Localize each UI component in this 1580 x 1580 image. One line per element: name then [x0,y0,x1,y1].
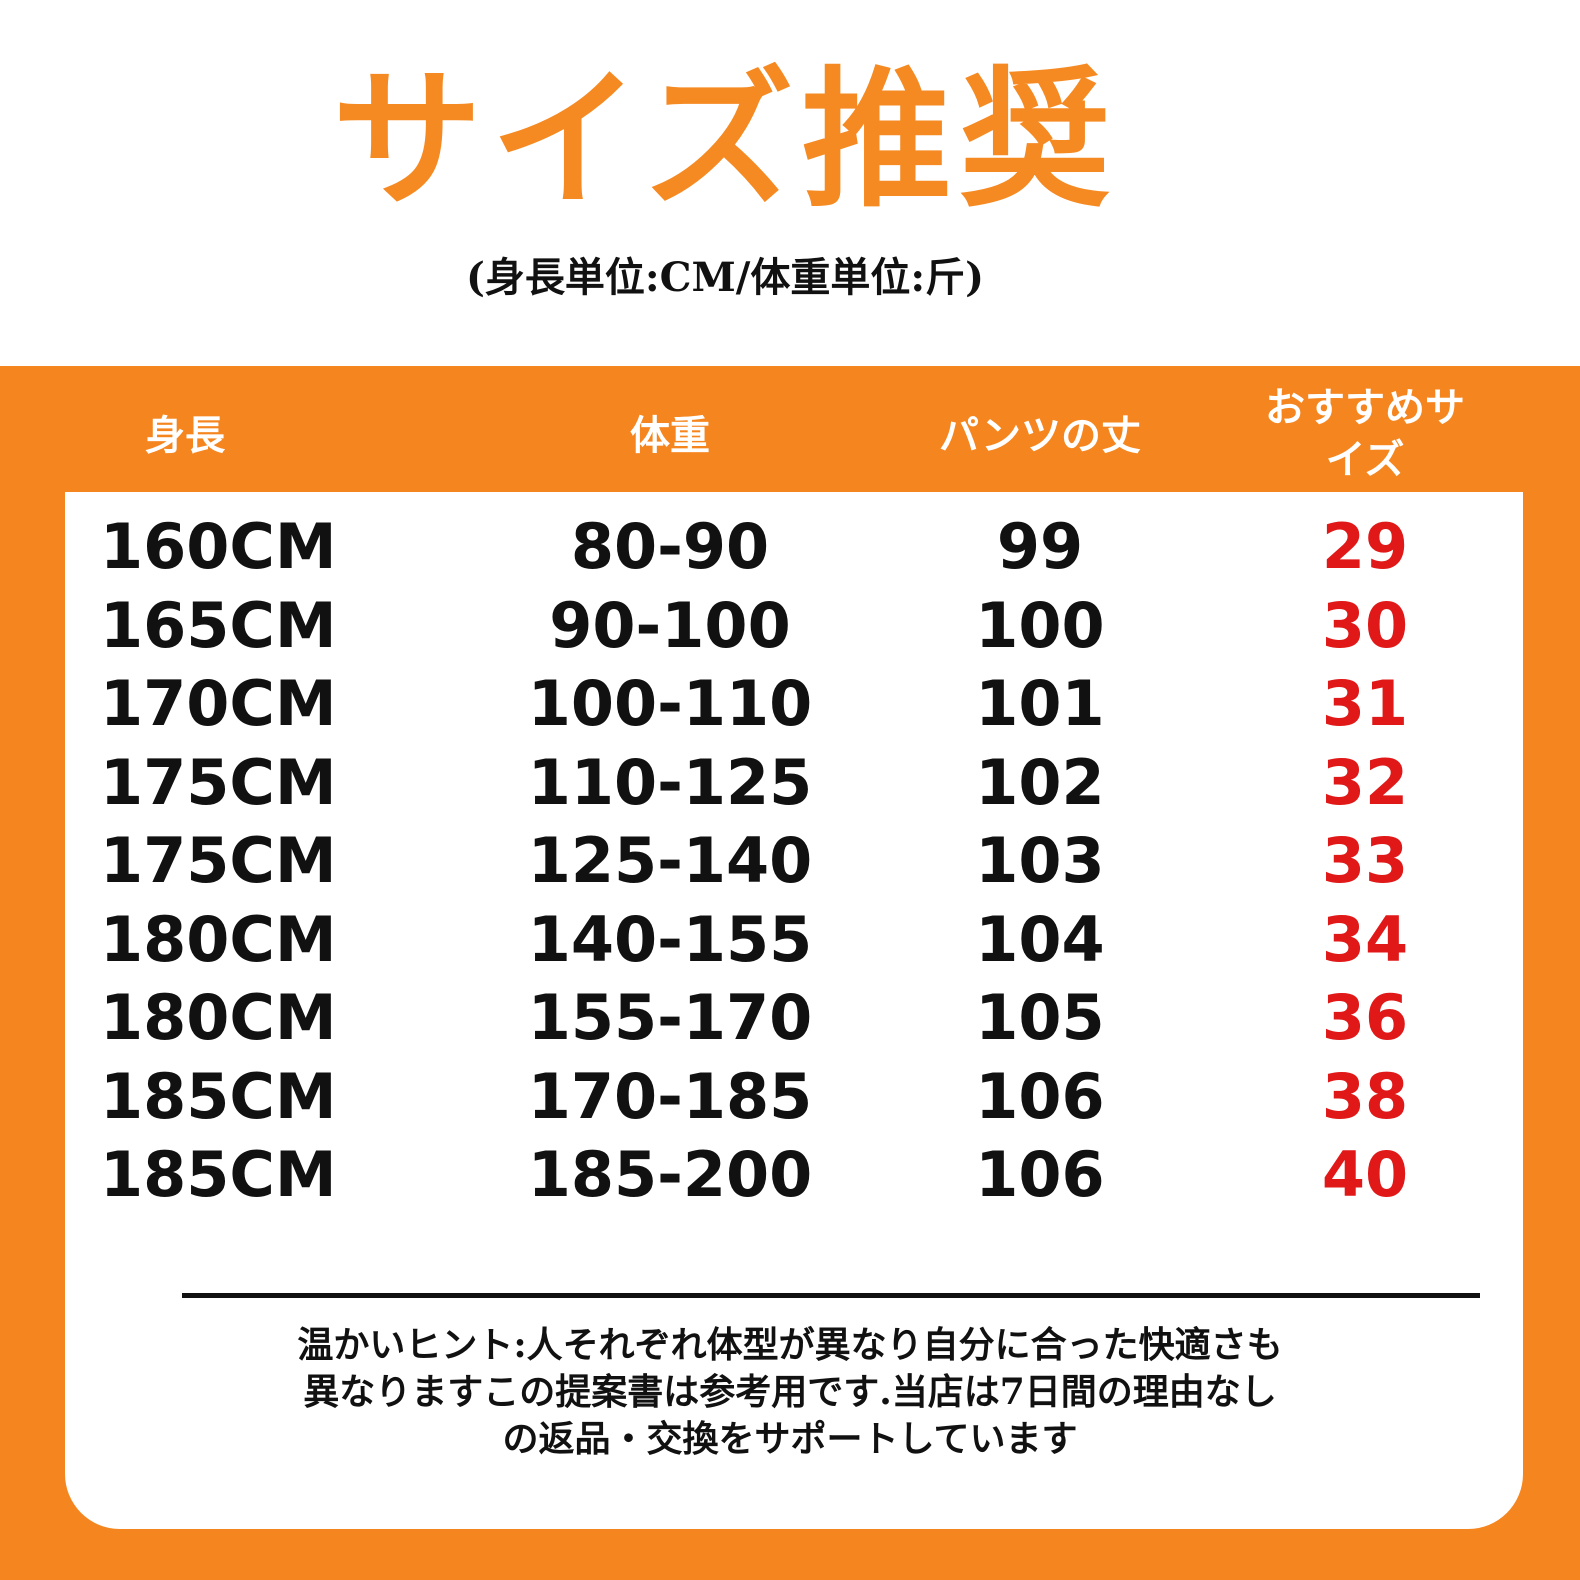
unit-subtitle: (身長単位:CM/体重単位:斤) [465,254,985,301]
cell-weight: 90-100 [549,588,791,662]
cell-weight: 170-185 [527,1059,813,1133]
cell-height: 175CM [100,824,337,897]
cell-pants-length: 99 [996,510,1084,583]
cell-height: 165CM [100,588,337,662]
table-row: 165CM 90-100 100 30 [0,587,1580,665]
header-recommended-size: おすすめサイズ [1265,384,1465,483]
cell-size: 36 [1321,981,1409,1054]
table-row: 185CM 185-200 106 40 [0,1136,1580,1214]
cell-height: 160CM [100,510,337,583]
cell-size: 34 [1321,902,1409,976]
cell-pants-length: 105 [975,981,1105,1054]
cell-height: 180CM [100,981,337,1054]
header-height: 身長 [145,412,225,459]
cell-pants-length: 103 [975,824,1105,897]
cell-height: 175CM [100,745,337,819]
table-row: 160CM 80-90 99 29 [0,508,1580,586]
hint-note: 温かいヒント:人それぞれ体型が異なり自分に合った快適さも異なりますこの提案書は参… [297,1324,1283,1460]
divider [182,1293,1480,1298]
table-row: 185CM 170-185 106 38 [0,1058,1580,1136]
cell-weight: 110-125 [527,745,813,819]
table-row: 175CM 125-140 103 33 [0,822,1580,900]
cell-size: 31 [1321,667,1409,740]
cell-height: 170CM [100,667,337,740]
header-pants-length: パンツの丈 [939,412,1141,459]
cell-height: 185CM [100,1138,337,1211]
page-title: サイズ推奨 [332,52,1118,228]
cell-weight: 185-200 [527,1138,813,1211]
size-table-card [65,492,1523,1529]
header-weight: 体重 [630,412,710,459]
table-row: 175CM 110-125 102 32 [0,744,1580,822]
table-row: 180CM 140-155 104 34 [0,901,1580,979]
cell-pants-length: 106 [975,1138,1105,1211]
table-row: 170CM 100-110 101 31 [0,665,1580,743]
cell-size: 38 [1321,1059,1409,1133]
cell-weight: 155-170 [527,981,813,1054]
cell-pants-length: 102 [975,745,1105,819]
cell-size: 40 [1321,1138,1409,1211]
cell-weight: 125-140 [527,824,813,897]
cell-pants-length: 100 [975,588,1105,662]
cell-weight: 140-155 [527,902,813,976]
cell-pants-length: 104 [975,902,1105,976]
cell-size: 29 [1321,510,1409,583]
cell-pants-length: 106 [975,1059,1105,1133]
cell-size: 33 [1321,824,1409,897]
table-row: 180CM 155-170 105 36 [0,979,1580,1057]
cell-weight: 100-110 [527,667,813,740]
cell-weight: 80-90 [570,510,770,583]
cell-height: 180CM [100,902,337,976]
cell-height: 185CM [100,1059,337,1133]
cell-pants-length: 101 [975,667,1105,740]
cell-size: 30 [1321,588,1409,662]
cell-size: 32 [1321,745,1409,819]
